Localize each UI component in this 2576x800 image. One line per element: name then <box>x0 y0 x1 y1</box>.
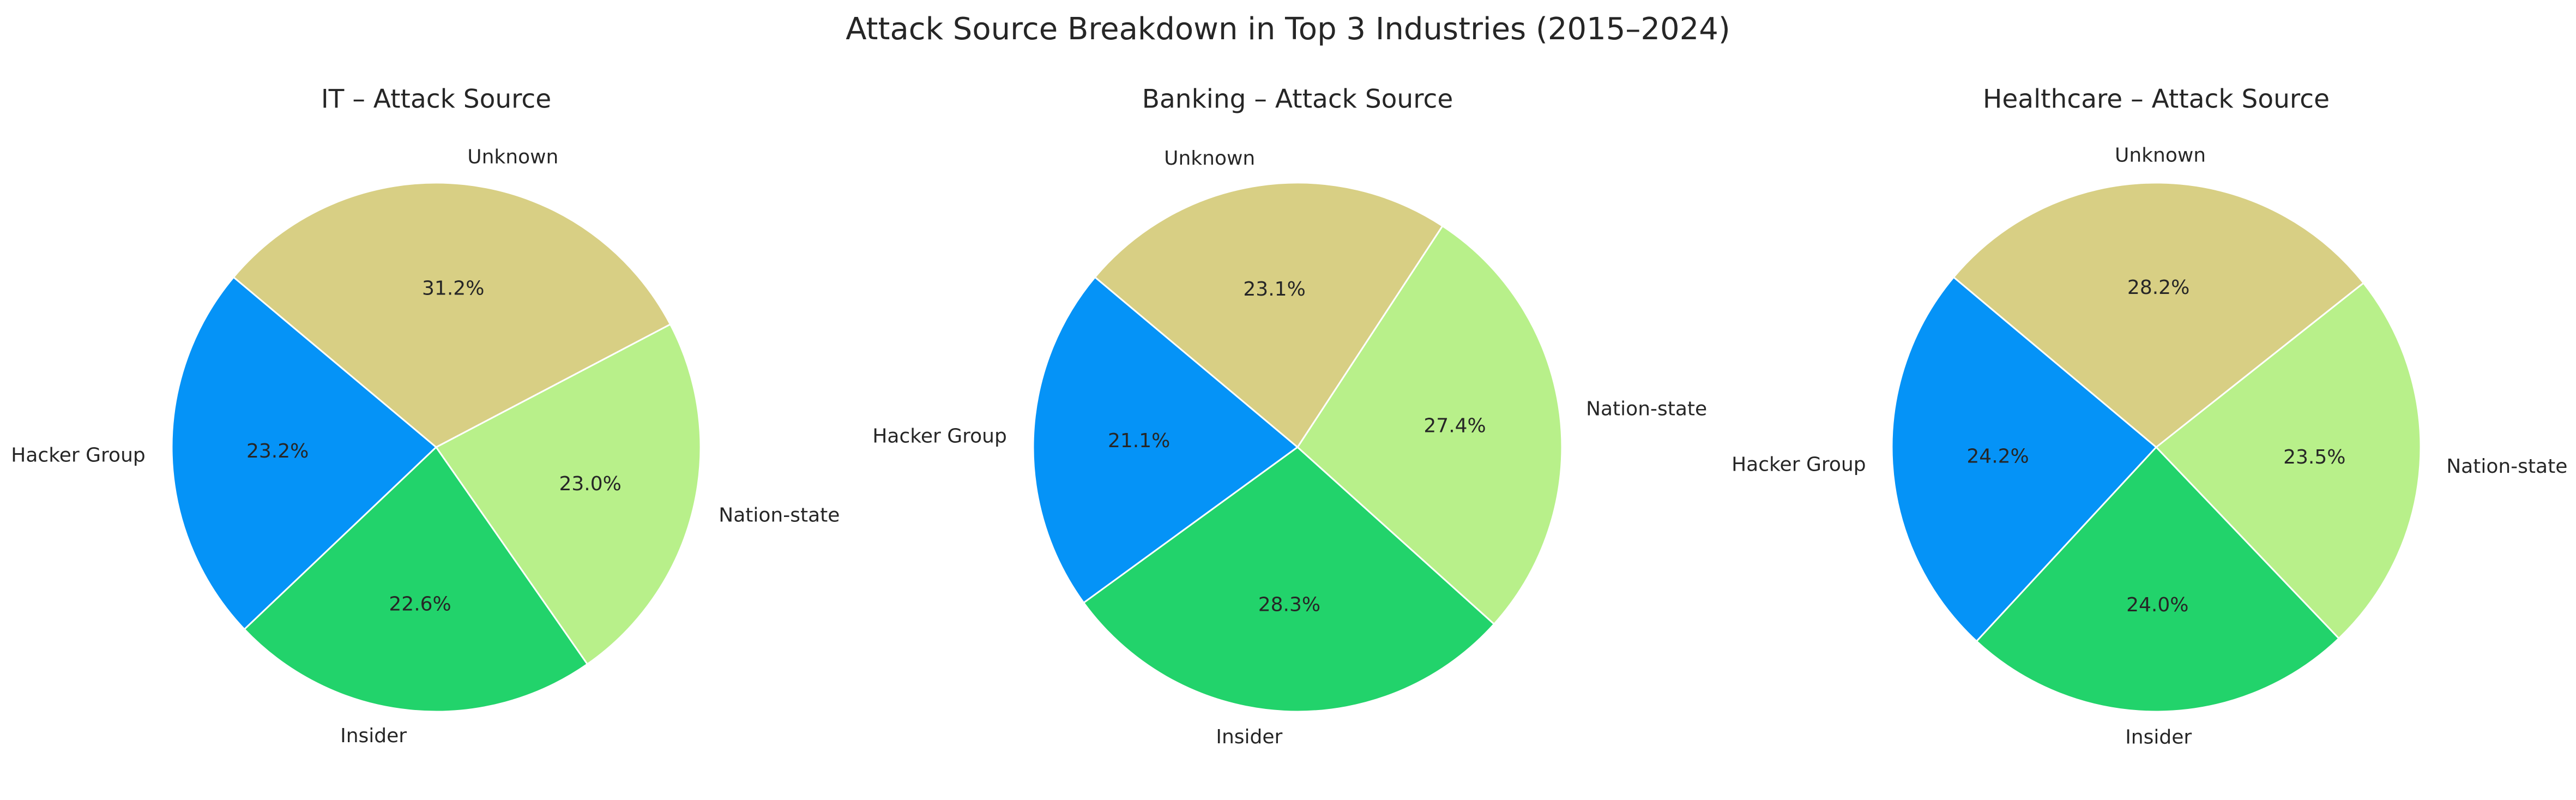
pie-chart-3: Healthcare – Attack Source 24.2% Hacker Gr… <box>1732 85 2567 749</box>
pie-title: Banking – Attack Source <box>1142 85 1453 115</box>
pie-category-label: Hacker Group <box>872 425 1006 448</box>
pie-category-label: Unknown <box>467 146 558 169</box>
pie-category-label: Insider <box>1216 726 1282 748</box>
pie-category-label: Hacker Group <box>1732 454 1866 476</box>
pie-percent-label: 23.1% <box>1243 278 1305 300</box>
pie-percent-label: 28.2% <box>2127 276 2189 299</box>
pie-category-label: Nation-state <box>719 504 840 527</box>
pie-percent-label: 24.0% <box>2126 594 2188 616</box>
pie-slice-insider <box>1083 446 1495 713</box>
pie-slice-nation-state <box>2155 282 2422 640</box>
pie-category-label: Unknown <box>1164 147 1255 170</box>
pie-category-label: Hacker Group <box>11 444 145 466</box>
pie-chart-2: Banking – Attack Source 21.1% Hacker Group… <box>872 85 1707 748</box>
pie-percent-label: 22.6% <box>389 593 451 616</box>
pie-percent-label: 23.0% <box>559 473 622 495</box>
pie-slice-nation-state <box>1296 225 1563 625</box>
pie-percent-label: 28.3% <box>1258 594 1320 616</box>
pie-percent-label: 27.4% <box>1423 415 1486 437</box>
pie-slice-hacker-group <box>1891 276 2157 642</box>
pie-slice-hacker-group <box>171 276 437 630</box>
pie-category-label: Insider <box>340 725 407 747</box>
pie-slice-unknown <box>1952 182 2364 448</box>
pie-title: IT – Attack Source <box>321 85 551 115</box>
pie-category-label: Nation-state <box>2446 455 2567 478</box>
pie-percent-label: 23.5% <box>2283 446 2345 468</box>
pie-slice-nation-state <box>435 323 702 665</box>
pie-slice-hacker-group <box>1032 276 1299 604</box>
figure-title: Attack Source Breakdown in Top 3 Industr… <box>846 11 1730 47</box>
pie-slice-unknown <box>1094 182 1444 448</box>
pie-chart-1: IT – Attack Source 23.2% Hacker Group 22.6%… <box>11 85 840 747</box>
pie-slice-insider <box>243 446 588 713</box>
pie-category-label: Nation-state <box>1586 398 1707 420</box>
pie-percent-label: 23.2% <box>246 440 309 462</box>
pie-percent-label: 31.2% <box>422 278 484 300</box>
pie-category-label: Unknown <box>2115 145 2206 167</box>
pie-slice-insider <box>1976 446 2340 713</box>
pie-slice-unknown <box>232 182 671 448</box>
pie-title: Healthcare – Attack Source <box>1983 85 2330 115</box>
pie-percent-label: 21.1% <box>1108 430 1170 452</box>
pie-percent-label: 24.2% <box>1966 445 2029 467</box>
pie-category-label: Insider <box>2125 726 2192 748</box>
